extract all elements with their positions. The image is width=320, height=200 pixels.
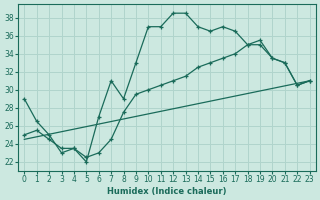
X-axis label: Humidex (Indice chaleur): Humidex (Indice chaleur) — [107, 187, 227, 196]
